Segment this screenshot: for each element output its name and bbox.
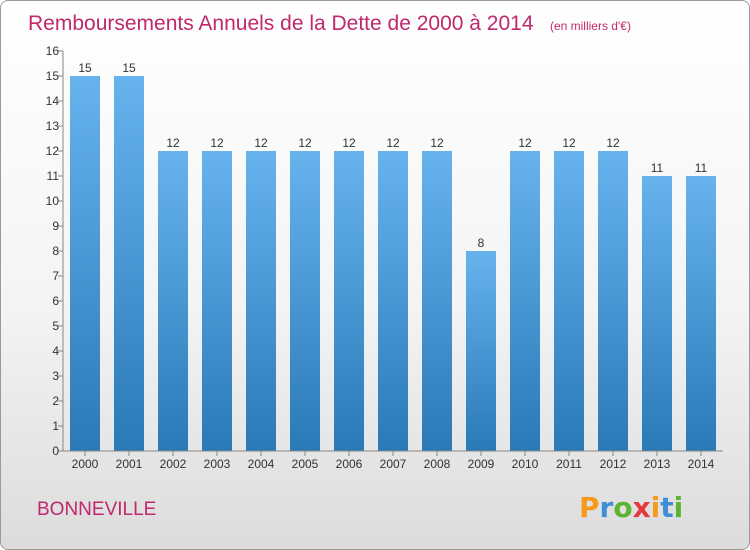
chart-title: Remboursements Annuels de la Dette de 20…	[28, 12, 631, 35]
data-label-2009: 8	[478, 236, 485, 250]
bar-2000	[70, 76, 100, 451]
data-label-2004: 12	[254, 136, 268, 150]
x-tick-label-2006: 2006	[336, 457, 363, 471]
data-label-2001: 15	[122, 61, 136, 75]
y-tick-label: 2	[52, 394, 59, 408]
x-tick-label-2011: 2011	[556, 457, 582, 471]
data-label-2005: 12	[298, 136, 312, 150]
x-tick-label-2009: 2009	[468, 457, 495, 471]
y-tick-label: 8	[52, 244, 59, 258]
bar-2005	[290, 151, 320, 451]
bar-2011	[554, 151, 584, 451]
chart-title-main: Remboursements Annuels de la Dette de 20…	[28, 12, 534, 35]
y-tick-label: 7	[52, 269, 59, 283]
x-tick-label-2012: 2012	[600, 457, 627, 471]
y-tick-label: 3	[52, 369, 59, 383]
x-tick-label-2002: 2002	[160, 457, 187, 471]
bar-2004	[246, 151, 276, 451]
proxiti-logo: Proxiti	[579, 491, 683, 524]
y-tick-label: 9	[52, 219, 59, 233]
x-tick-label-2014: 2014	[688, 457, 715, 471]
logo-letter: i	[674, 491, 684, 524]
y-tick-label: 5	[52, 319, 59, 333]
y-tick-label: 15	[46, 69, 60, 83]
data-label-2013: 11	[651, 161, 664, 175]
logo-letter: r	[600, 491, 614, 524]
data-label-2000: 15	[78, 61, 92, 75]
x-axis: 2000 2001 2002 2003 2004 2005 2006 2007 2008 2009…	[63, 450, 723, 471]
x-tick-label-2000: 2000	[72, 457, 99, 471]
logo-letter: i	[651, 491, 661, 524]
bar-2003	[202, 151, 232, 451]
y-tick-label: 4	[52, 344, 59, 358]
y-tick-label: 11	[47, 169, 60, 183]
y-tick-label: 12	[46, 144, 60, 158]
data-label-2003: 12	[210, 136, 224, 150]
bar-2008	[422, 151, 452, 451]
x-tick-label-2003: 2003	[204, 457, 231, 471]
x-tick-label-2005: 2005	[292, 457, 319, 471]
x-tick-label-2001: 2001	[116, 457, 143, 471]
y-tick-label: 16	[46, 44, 60, 58]
bar-2010	[510, 151, 540, 451]
y-tick-label: 0	[52, 444, 59, 458]
logo-letter: P	[579, 491, 600, 524]
chart-title-unit: (en milliers d'€)	[550, 19, 631, 33]
y-tick-label: 6	[52, 294, 59, 308]
x-tick-label-2013: 2013	[644, 457, 671, 471]
bars: 15 15 12 12 12 12 12 12 12 8 12 12 12 11 11	[70, 61, 716, 451]
data-label-2002: 12	[166, 136, 180, 150]
data-label-2008: 12	[430, 136, 444, 150]
data-label-2014: 11	[695, 161, 708, 175]
data-label-2011: 12	[562, 136, 576, 150]
y-tick-label: 1	[52, 419, 59, 433]
bar-2014	[686, 176, 716, 451]
bar-2002	[158, 151, 188, 451]
data-label-2012: 12	[606, 136, 620, 150]
bar-2001	[114, 76, 144, 451]
data-label-2006: 12	[342, 136, 356, 150]
bar-2009	[466, 251, 496, 451]
logo-letter: t	[660, 491, 673, 524]
logo-letter: o	[613, 491, 632, 524]
data-label-2010: 12	[518, 136, 532, 150]
y-tick-label: 10	[46, 194, 60, 208]
x-tick-label-2007: 2007	[380, 457, 407, 471]
commune-name: BONNEVILLE	[37, 499, 156, 520]
x-tick-label-2010: 2010	[512, 457, 539, 471]
logo-letter: x	[633, 491, 651, 524]
bar-2012	[598, 151, 628, 451]
bar-2006	[334, 151, 364, 451]
y-tick-label: 13	[46, 119, 60, 133]
x-tick-label-2008: 2008	[424, 457, 451, 471]
bar-2013	[642, 176, 672, 451]
x-tick-label-2004: 2004	[248, 457, 275, 471]
bar-2007	[378, 151, 408, 451]
y-tick-label: 14	[46, 94, 60, 108]
data-label-2007: 12	[386, 136, 400, 150]
